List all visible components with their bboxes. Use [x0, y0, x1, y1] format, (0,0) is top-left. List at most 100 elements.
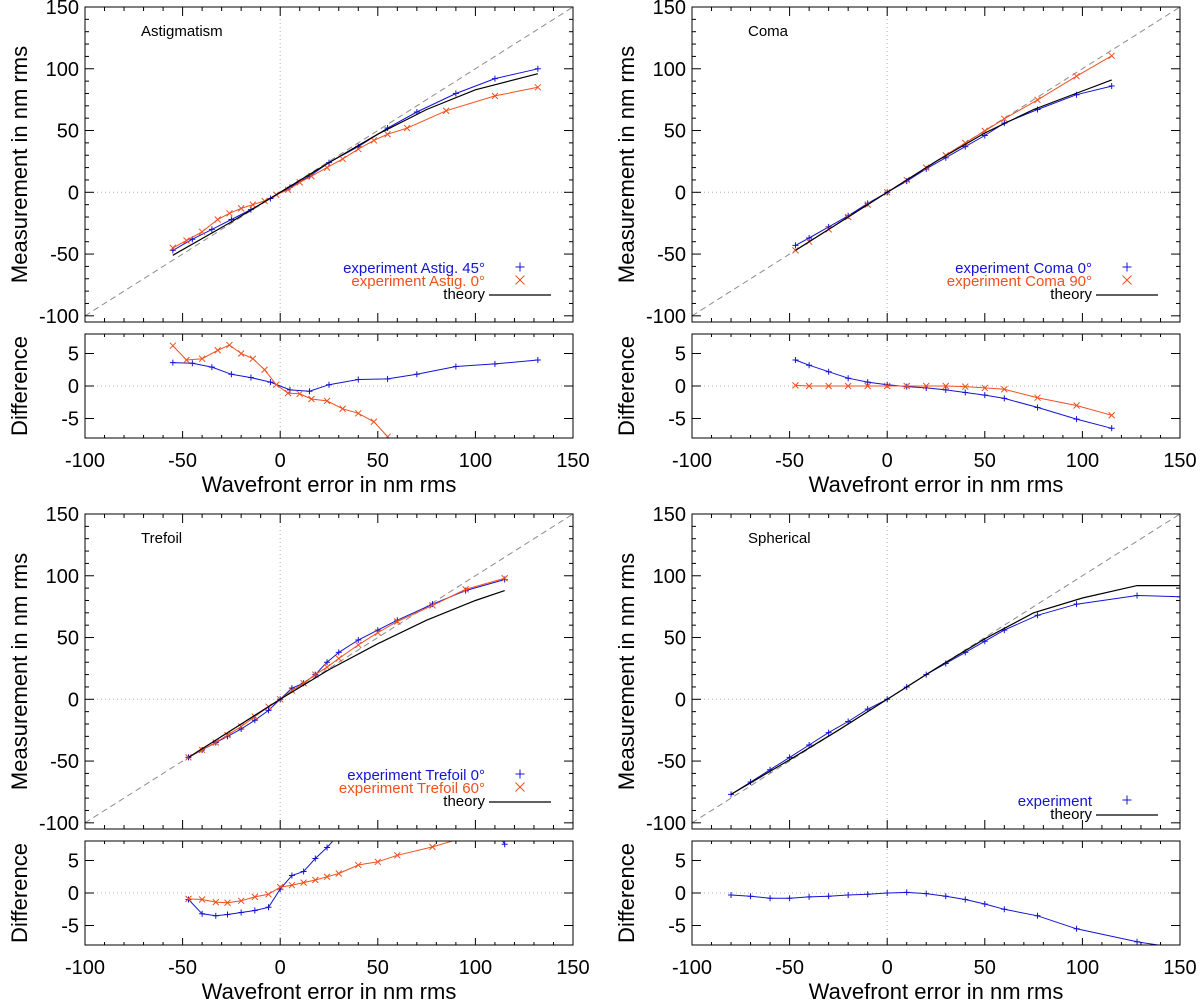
diff-point: [265, 904, 272, 911]
data-point: [335, 655, 343, 662]
legend-marker: [1122, 275, 1132, 285]
x-tick-label: -50: [168, 450, 197, 472]
y-tick-label: 150: [46, 0, 79, 19]
y-tick-label: 100: [653, 566, 686, 588]
diff-y-tick-label: 5: [68, 344, 79, 366]
diff-plot-area: [185, 798, 508, 919]
diff-point: [311, 876, 319, 884]
diff-y-tick-label: 0: [675, 883, 686, 905]
y-tick-label: 0: [68, 182, 79, 204]
x-axis-title: Wavefront error in nm rms: [202, 472, 457, 497]
diff-point: [786, 895, 793, 902]
diff-point: [864, 382, 872, 390]
x-axis-title: Wavefront error in nm rms: [202, 979, 457, 1002]
diff-line-0: [172, 359, 538, 392]
legend-marker: [515, 769, 525, 779]
diff-point: [323, 397, 331, 405]
diff-point: [267, 379, 274, 386]
diff-point: [384, 433, 391, 438]
panel-title: Coma: [748, 23, 789, 40]
diff-point: [883, 382, 891, 390]
diff-point: [452, 363, 459, 370]
y-tick-label: 100: [46, 566, 79, 588]
legend-marker: [515, 262, 525, 272]
diff-point: [805, 382, 813, 390]
diff-point: [208, 364, 215, 371]
y-tick-label: 150: [46, 504, 79, 526]
data-point: [224, 731, 231, 739]
legend-entry: experiment Astig. 45°: [343, 260, 485, 277]
x-tick-label: -50: [775, 957, 804, 979]
diff-point: [981, 384, 989, 392]
y-tick-label: 100: [46, 59, 79, 81]
y-tick-label: -50: [657, 751, 686, 773]
x-tick-label: -50: [168, 957, 197, 979]
diff-point: [413, 371, 420, 378]
legend-entry: experiment: [1018, 793, 1093, 810]
diff-point: [394, 798, 400, 804]
diff-point: [845, 891, 852, 898]
diff-point: [237, 897, 245, 905]
y-tick-label: -100: [646, 813, 686, 835]
series-line-0: [730, 594, 1180, 795]
y-tick-label: 0: [675, 689, 686, 711]
main-plot-area: [692, 514, 1180, 824]
diff-line-0: [730, 891, 1162, 945]
reference-diagonal: [85, 7, 573, 317]
diff-y-tick-label: -5: [668, 409, 686, 431]
diff-point: [326, 381, 332, 388]
diff-point: [825, 893, 832, 900]
x-tick-label: 50: [367, 450, 389, 472]
diff-point: [884, 381, 891, 388]
data-point: [288, 687, 296, 695]
x-tick-label: 150: [1163, 450, 1196, 472]
legend-marker: [515, 782, 525, 792]
legend-entry: theory: [443, 793, 485, 810]
data-point: [1073, 601, 1080, 608]
diff-point: [1000, 385, 1008, 393]
y-tick-label: 50: [664, 121, 686, 143]
data-point: [374, 629, 382, 636]
diff-point: [903, 889, 910, 896]
legend-entry: experiment Coma 0°: [955, 260, 1092, 277]
y-tick-label: -50: [50, 751, 79, 773]
x-tick-label: -100: [672, 450, 712, 472]
data-point: [183, 237, 190, 244]
diff-point: [942, 893, 949, 900]
data-point: [355, 637, 362, 643]
diff-point: [825, 368, 832, 375]
main-plot-area: [85, 7, 573, 317]
diff-point: [1034, 912, 1041, 919]
legend-entry: theory: [1050, 286, 1092, 303]
diff-point: [792, 381, 799, 389]
diff-y-tick-label: 5: [68, 851, 79, 873]
diff-plot-area: [792, 357, 1116, 432]
diff-point: [1177, 945, 1183, 951]
x-tick-label: 150: [556, 450, 589, 472]
diff-point: [942, 382, 950, 390]
diff-point: [355, 815, 361, 821]
diff-point: [339, 405, 347, 413]
diff-point: [284, 389, 292, 397]
data-point: [370, 137, 378, 144]
data-point: [1034, 612, 1041, 619]
diff-point: [265, 890, 272, 898]
data-point: [339, 155, 347, 163]
data-point: [251, 717, 258, 724]
diff-point: [825, 382, 832, 390]
diff-point: [185, 895, 192, 903]
diff-point: [272, 381, 280, 389]
diff-point: [1001, 906, 1008, 913]
diff-point: [443, 507, 449, 513]
data-point: [1034, 96, 1041, 104]
main-plot-area: [85, 514, 573, 824]
diff-point: [1034, 404, 1041, 411]
data-point: [534, 65, 541, 72]
diff-line-1: [188, 841, 455, 904]
x-tick-label: 50: [974, 450, 996, 472]
diff-y-tick-label: -5: [61, 916, 79, 938]
panel-title: Astigmatism: [141, 23, 223, 40]
x-tick-label: 100: [1066, 957, 1099, 979]
data-point: [491, 92, 499, 100]
